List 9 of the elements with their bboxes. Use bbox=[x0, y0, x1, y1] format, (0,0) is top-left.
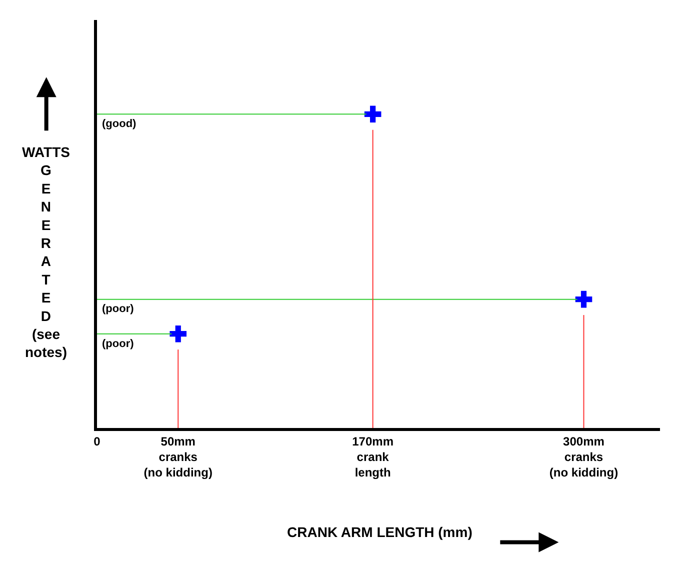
x-tick-label: 170mm crank length bbox=[352, 434, 394, 480]
x-axis-title: CRANK ARM LENGTH (mm) bbox=[287, 524, 472, 540]
ref-line-label: (good) bbox=[102, 118, 137, 130]
text: WATTS GENERATED (see notes) bbox=[22, 144, 70, 360]
x-tick-label: 50mm cranks (no kidding) bbox=[144, 434, 212, 480]
ref-line-label: (poor) bbox=[102, 303, 134, 315]
x-tick-label: 0 bbox=[94, 434, 101, 448]
ref-line-label: (poor) bbox=[102, 338, 134, 350]
x-tick-label: 300mm cranks (no kidding) bbox=[549, 434, 618, 480]
